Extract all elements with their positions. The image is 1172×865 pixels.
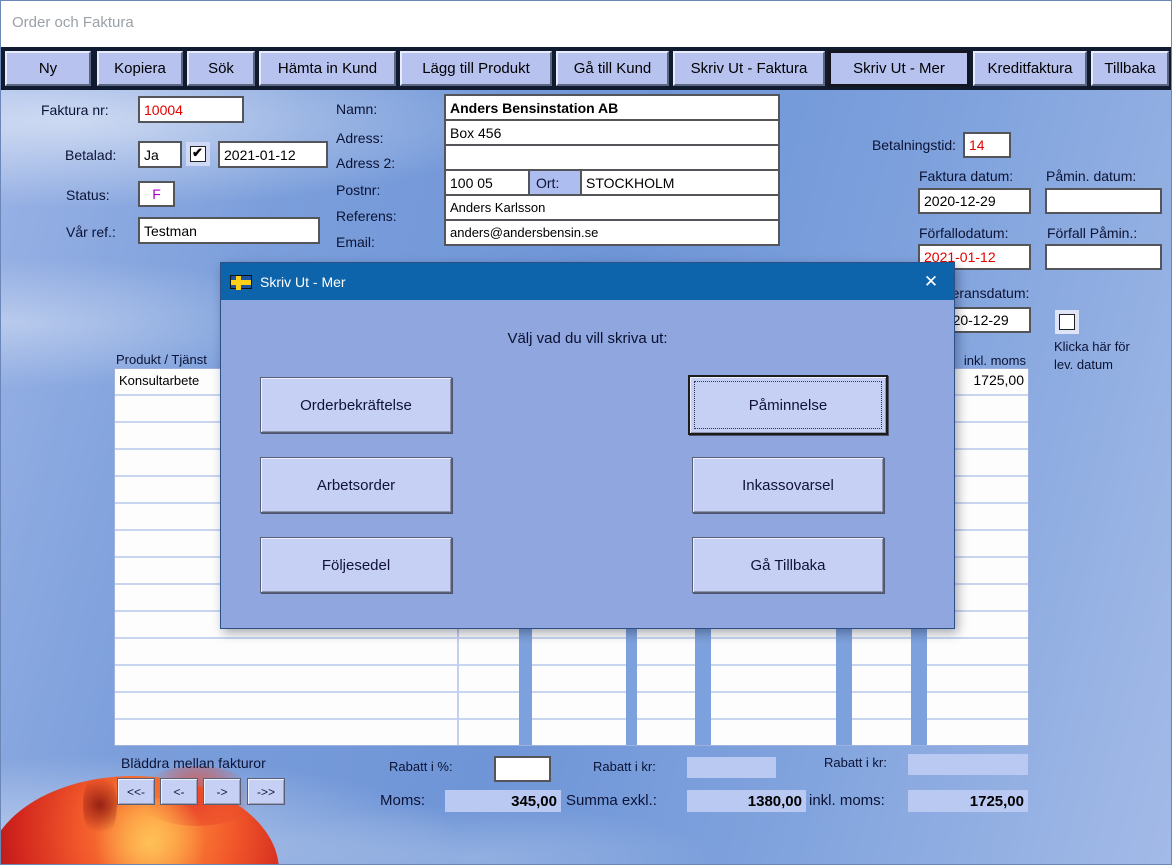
toolbar-button-lagg-till-produkt[interactable]: Lägg till Produkt: [400, 51, 552, 86]
inkl-moms-total-value: 1725,00: [908, 790, 1028, 812]
toolbar-button-tillbaka[interactable]: Tillbaka: [1091, 51, 1169, 86]
pamin-datum-label: Påmin. datum:: [1046, 168, 1137, 184]
skriv-ut-mer-dialog: Skriv Ut - Mer ✕ Välj vad du vill skriva…: [220, 262, 955, 629]
orderbekraftelse-button[interactable]: Orderbekräftelse: [260, 377, 452, 433]
faktura-nr-label: Faktura nr:: [41, 102, 109, 118]
pamin-datum-input[interactable]: [1045, 188, 1162, 214]
moms-label: Moms:: [380, 792, 425, 809]
referens-input[interactable]: Anders Karlsson: [444, 194, 780, 221]
postnr-ort-row: 100 05 Ort: STOCKHOLM: [444, 169, 780, 196]
nav-prev-button[interactable]: <-: [160, 778, 198, 805]
betalningstid-input[interactable]: 14: [963, 132, 1011, 158]
nav-next-button[interactable]: ->: [203, 778, 241, 805]
dialog-title: Skriv Ut - Mer: [260, 273, 346, 290]
betalad-checkbox[interactable]: [186, 142, 210, 166]
toolbar-button-hamta-in-kund[interactable]: Hämta in Kund: [259, 51, 396, 86]
rabatt-kr2-field[interactable]: [908, 754, 1028, 775]
forfall-pamin-input[interactable]: [1045, 244, 1162, 270]
var-ref-label: Vår ref.:: [66, 224, 116, 240]
inkassovarsel-button[interactable]: Inkassovarsel: [692, 457, 884, 513]
ga-tillbaka-button[interactable]: Gå Tillbaka: [692, 537, 884, 593]
toolbar-button-skriv-ut-mer[interactable]: Skriv Ut - Mer: [829, 51, 969, 86]
summa-exkl-value: 1380,00: [687, 790, 806, 812]
adress2-input[interactable]: [444, 144, 780, 171]
adress-input[interactable]: Box 456: [444, 119, 780, 146]
nav-last-button[interactable]: ->>: [247, 778, 285, 805]
dialog-titlebar[interactable]: Skriv Ut - Mer ✕: [221, 263, 954, 300]
email-label: Email:: [336, 234, 375, 250]
referens-label: Referens:: [336, 208, 397, 224]
betalad-input[interactable]: Ja: [138, 141, 182, 168]
lev-checkbox-label-line1: Klicka här för: [1054, 339, 1130, 354]
betalningstid-label: Betalningstid:: [871, 137, 956, 153]
foljesedel-button[interactable]: Följesedel: [260, 537, 452, 593]
window-titlebar: Order och Faktura: [1, 1, 1171, 47]
inkl-moms-total-label: inkl. moms:: [809, 792, 885, 809]
rabatt-kr1-field[interactable]: [687, 757, 776, 778]
lev-datum-checkbox[interactable]: [1055, 310, 1079, 334]
ort-input[interactable]: STOCKHOLM: [586, 174, 675, 191]
forfallodatum-label: Förfallodatum:: [919, 225, 1009, 241]
inkl-moms-header: inkl. moms: [963, 353, 1026, 368]
faktura-datum-input[interactable]: 2020-12-29: [918, 188, 1031, 214]
lev-checkbox-label-line2: lev. datum: [1054, 357, 1114, 372]
forfallodatum-input[interactable]: 2021-01-12: [918, 244, 1031, 270]
checkbox-icon: [1059, 314, 1075, 330]
toolbar-button-kreditfaktura[interactable]: Kreditfaktura: [973, 51, 1087, 86]
checkmark-icon: [190, 145, 206, 162]
status-label: Status:: [66, 187, 110, 203]
arbetsorder-button[interactable]: Arbetsorder: [260, 457, 452, 513]
toolbar-button-kopiera[interactable]: Kopiera: [97, 51, 183, 86]
rabatt-kr1-label: Rabatt i kr:: [593, 759, 656, 774]
paminnelse-button[interactable]: Påminnelse: [688, 375, 888, 435]
toolbar-button-ga-till-kund[interactable]: Gå till Kund: [556, 51, 669, 86]
toolbar-button-skriv-ut-faktura[interactable]: Skriv Ut - Faktura: [673, 51, 825, 86]
namn-label: Namn:: [336, 101, 378, 117]
toolbar: Ny Kopiera Sök Hämta in Kund Lägg till P…: [1, 47, 1171, 90]
window-title: Order och Faktura: [12, 14, 134, 31]
bladdra-label: Bläddra mellan fakturor: [121, 755, 266, 771]
postnr-input[interactable]: 100 05: [446, 171, 530, 194]
betalad-datum-input[interactable]: 2021-01-12: [218, 141, 328, 168]
adress-label: Adress:: [336, 130, 384, 146]
rabatt-pct-input[interactable]: [494, 756, 551, 782]
dialog-prompt: Välj vad du vill skriva ut:: [507, 330, 668, 347]
close-icon[interactable]: ✕: [923, 272, 939, 291]
namn-input[interactable]: Anders Bensinstation AB: [444, 94, 780, 121]
betalad-label: Betalad:: [65, 147, 117, 163]
postnr-label: Postnr:: [336, 182, 381, 198]
rabatt-pct-label: Rabatt i %:: [389, 759, 453, 774]
email-input[interactable]: anders@andersbensin.se: [444, 219, 780, 246]
toolbar-button-sok[interactable]: Sök: [187, 51, 255, 86]
moms-value: 345,00: [445, 790, 561, 812]
table-row-produkt[interactable]: Konsultarbete: [119, 373, 200, 388]
ort-label: Ort:: [530, 171, 582, 194]
faktura-datum-label: Faktura datum:: [919, 168, 1014, 184]
table-row-inkl-moms: 1725,00: [973, 372, 1024, 388]
swedish-flag-icon: [230, 274, 252, 290]
forfall-pamin-label: Förfall Påmin.:: [1047, 225, 1138, 241]
status-input[interactable]: F: [138, 181, 175, 207]
customer-fields: Anders Bensinstation AB Box 456 100 05 O…: [444, 94, 780, 246]
var-ref-input[interactable]: Testman: [138, 217, 320, 244]
summa-exkl-label: Summa exkl.:: [566, 792, 657, 809]
rabatt-kr2-label: Rabatt i kr:: [824, 755, 887, 770]
adress2-label: Adress 2:: [336, 155, 396, 171]
nav-first-button[interactable]: <<-: [117, 778, 155, 805]
toolbar-button-ny[interactable]: Ny: [5, 51, 91, 86]
faktura-nr-input[interactable]: 10004: [138, 96, 244, 123]
produkt-header: Produkt / Tjänst: [116, 352, 207, 367]
